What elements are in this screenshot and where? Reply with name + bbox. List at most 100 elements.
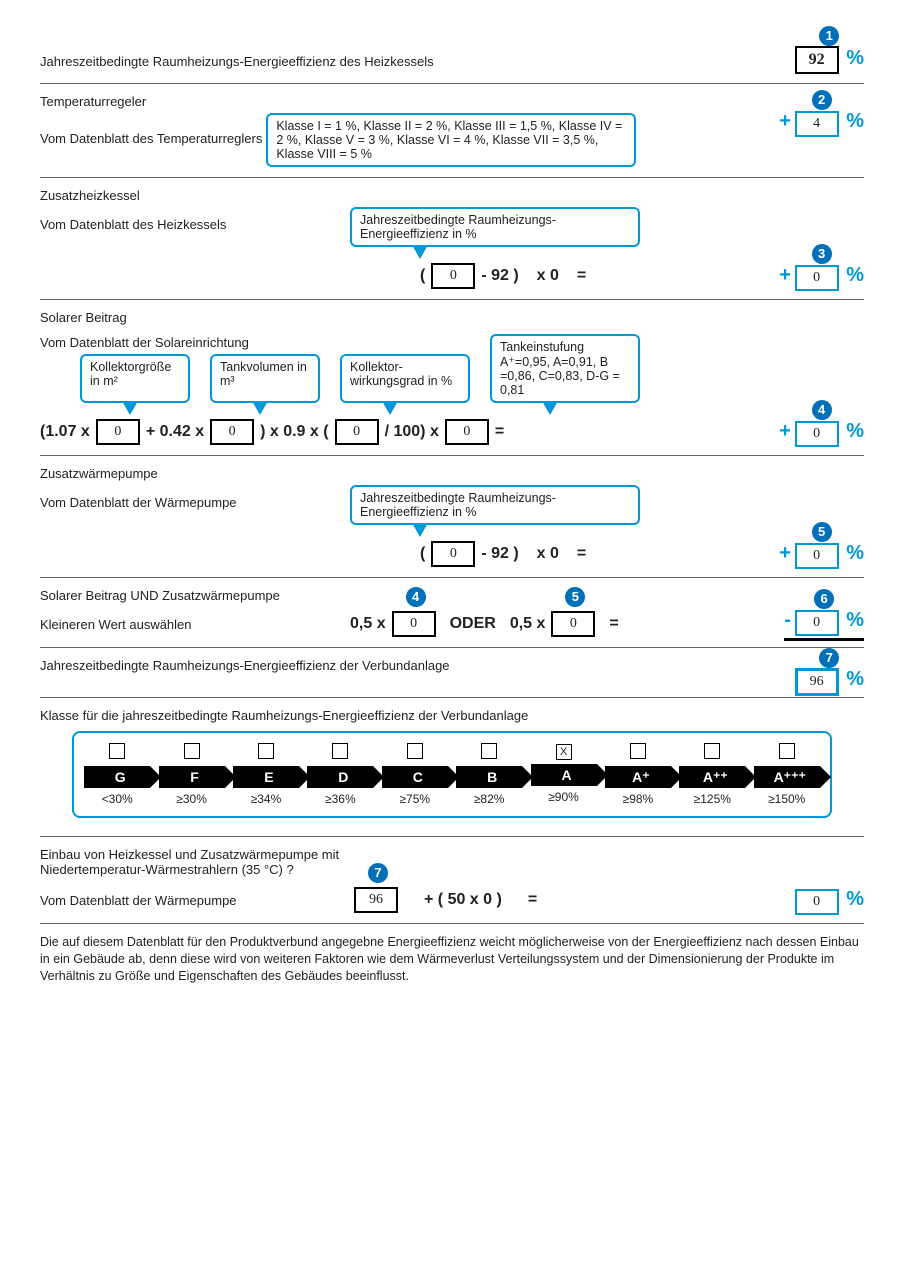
f6p1: 0,5 x: [350, 615, 386, 633]
sub-3: Vom Datenblatt des Heizkessels: [40, 211, 340, 232]
out-6[interactable]: 0: [795, 610, 839, 636]
lparen-3: (: [420, 267, 425, 285]
class-threshold: ≥30%: [159, 792, 225, 806]
checkbox[interactable]: [630, 743, 646, 759]
eq-3: =: [577, 267, 586, 285]
f4p3: ) x 0.9 x (: [260, 423, 328, 441]
f6v1[interactable]: 0: [392, 611, 436, 637]
checkbox[interactable]: [332, 743, 348, 759]
checkbox[interactable]: [109, 743, 125, 759]
title-4: Solarer Beitrag: [40, 310, 864, 325]
out-4[interactable]: 0: [795, 421, 839, 447]
title-2: Temperaturregeler: [40, 94, 864, 109]
pct-6: %: [846, 609, 864, 631]
title-1: Jahreszeitbedingte Raumheizungs-Energiee…: [40, 54, 864, 69]
plus-2: +: [779, 110, 791, 132]
section-8: Klasse für die jahreszeitbedingte Raumhe…: [40, 698, 864, 837]
badge-7: 7: [819, 648, 839, 668]
section-7: Jahreszeitbedingte Raumheizungs-Energiee…: [40, 648, 864, 698]
pct-2: %: [846, 110, 864, 132]
f9f: + ( 50 x 0 ): [424, 891, 502, 909]
f4p4: / 100) x: [385, 423, 439, 441]
info-4b: Tankvolumen in m³: [210, 354, 320, 403]
section-4: Solarer Beitrag Vom Datenblatt der Solar…: [40, 300, 864, 456]
checkbox[interactable]: [704, 743, 720, 759]
class-label: A⁺⁺⁺: [754, 766, 820, 788]
section-1: 1 92 % Jahreszeitbedingte Raumheizungs-E…: [40, 30, 864, 84]
sub-5: Vom Datenblatt der Wärmepumpe: [40, 489, 340, 510]
plus-3: +: [779, 264, 791, 286]
f4v4[interactable]: 0: [445, 419, 489, 445]
pct-1: %: [846, 47, 864, 69]
checkbox[interactable]: [407, 743, 423, 759]
out-9[interactable]: 0: [795, 889, 839, 915]
badge-6a: 4: [406, 587, 426, 607]
class-C: C≥75%: [382, 743, 448, 806]
minus-3: - 92 ): [481, 267, 518, 285]
badge-4: 4: [812, 400, 832, 420]
badge-5: 5: [812, 522, 832, 542]
checkbox[interactable]: [258, 743, 274, 759]
class-label: F: [159, 766, 225, 788]
class-threshold: ≥90%: [531, 790, 597, 804]
mult-5: x 0: [537, 545, 559, 563]
badge-6b: 5: [565, 587, 585, 607]
f4v3[interactable]: 0: [335, 419, 379, 445]
section-9: Einbau von Heizkessel und Zusatzwärmepum…: [40, 837, 864, 924]
title-6: Solarer Beitrag UND Zusatzwärmepumpe: [40, 588, 864, 603]
f9eq: =: [528, 891, 537, 909]
sub-4: Vom Datenblatt der Solareinrichtung: [40, 335, 864, 350]
value-2[interactable]: 4: [795, 111, 839, 137]
class-label: A: [531, 764, 597, 786]
value-7: 96: [795, 668, 839, 696]
sub-6: Kleineren Wert auswählen: [40, 617, 340, 632]
class-threshold: ≥36%: [307, 792, 373, 806]
pct-3: %: [846, 264, 864, 286]
class-A: XA ≥90%: [531, 743, 597, 806]
class-threshold: ≥34%: [233, 792, 299, 806]
in-3[interactable]: 0: [431, 263, 475, 289]
f6p2: 0,5 x: [510, 615, 546, 633]
oder: ODER: [450, 615, 496, 633]
section-3: Zusatzheizkessel Vom Datenblatt des Heiz…: [40, 178, 864, 300]
info-5: Jahreszeitbedingte Raumheizungs-Energiee…: [350, 485, 640, 525]
badge-3: 3: [812, 244, 832, 264]
badge-6: 6: [814, 589, 834, 609]
f6v2[interactable]: 0: [551, 611, 595, 637]
class-label: B: [456, 766, 522, 788]
f4eq: =: [495, 423, 504, 441]
pct-7: %: [846, 668, 864, 690]
f4v2[interactable]: 0: [210, 419, 254, 445]
class-threshold: ≥82%: [456, 792, 522, 806]
badge-2: 2: [812, 90, 832, 110]
checkbox[interactable]: [481, 743, 497, 759]
class-A⁺⁺: A⁺⁺≥125%: [679, 743, 745, 806]
arrow-3: [412, 245, 428, 259]
checkbox[interactable]: [184, 743, 200, 759]
section-6: Solarer Beitrag UND Zusatzwärmepumpe Kle…: [40, 578, 864, 648]
class-D: D≥36%: [307, 743, 373, 806]
class-label: G: [84, 766, 150, 788]
f4v1[interactable]: 0: [96, 419, 140, 445]
out-5[interactable]: 0: [795, 543, 839, 569]
class-threshold: ≥125%: [679, 792, 745, 806]
checkbox[interactable]: [779, 743, 795, 759]
class-label: E: [233, 766, 299, 788]
checkbox[interactable]: X: [556, 744, 572, 760]
lparen-5: (: [420, 545, 425, 563]
class-E: E ≥34%: [233, 743, 299, 806]
f4p2: + 0.42 x: [146, 423, 204, 441]
info-3: Jahreszeitbedingte Raumheizungs-Energiee…: [350, 207, 640, 247]
in-5[interactable]: 0: [431, 541, 475, 567]
out-3[interactable]: 0: [795, 265, 839, 291]
info-2: Klasse I = 1 %, Klasse II = 2 %, Klasse …: [266, 113, 636, 167]
plus-5: +: [779, 542, 791, 564]
section-2: Temperaturregeler Vom Datenblatt des Tem…: [40, 84, 864, 178]
class-threshold: ≥150%: [754, 792, 820, 806]
sub-9: Vom Datenblatt der Wärmepumpe: [40, 893, 340, 908]
value-1: 92: [795, 46, 839, 74]
f4p1: (1.07 x: [40, 423, 90, 441]
class-A⁺: A⁺≥98%: [605, 743, 671, 806]
f6eq: =: [609, 615, 618, 633]
badge-1: 1: [819, 26, 839, 46]
